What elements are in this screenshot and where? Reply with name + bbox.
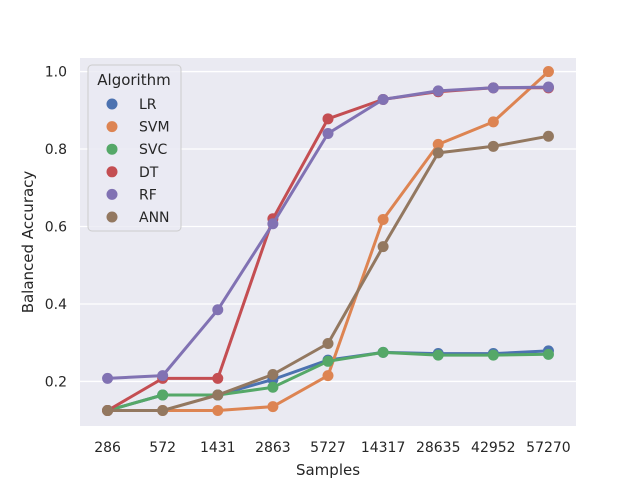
- data-point: [542, 130, 554, 142]
- data-point: [212, 372, 224, 384]
- legend-marker-rf: [106, 188, 118, 200]
- data-point: [377, 214, 389, 226]
- x-tick-label: 14317: [361, 440, 406, 456]
- data-point: [212, 405, 224, 417]
- data-point: [432, 138, 444, 150]
- data-point: [377, 346, 389, 358]
- x-tick-label: 1431: [200, 440, 236, 456]
- series-layer: [102, 66, 554, 417]
- y-tick-label: 0.4: [45, 297, 67, 313]
- data-point: [432, 85, 444, 97]
- x-tick-label: 286: [94, 440, 121, 456]
- data-point: [377, 241, 389, 253]
- data-point: [157, 405, 169, 417]
- legend-label-svc: SVC: [139, 142, 167, 158]
- legend-title: Algorithm: [97, 71, 170, 89]
- y-tick-label: 0.8: [45, 142, 67, 158]
- data-point: [322, 355, 334, 367]
- data-point: [212, 304, 224, 316]
- data-point: [267, 218, 279, 230]
- data-point: [102, 405, 114, 417]
- data-point: [267, 381, 279, 393]
- data-point: [542, 348, 554, 360]
- x-tick-label: 28635: [416, 440, 461, 456]
- x-tick-label: 5727: [310, 440, 346, 456]
- y-tick-labels: 0.2 0.4 0.6 0.8 1.0: [45, 65, 67, 391]
- legend-label-lr: LR: [139, 97, 157, 113]
- data-point: [157, 370, 169, 382]
- legend-marker-svm: [106, 121, 118, 133]
- x-axis-title: Samples: [296, 461, 360, 479]
- data-point: [157, 389, 169, 401]
- legend-label-ann: ANN: [139, 210, 170, 226]
- data-point: [322, 113, 334, 125]
- legend-label-rf: RF: [139, 187, 157, 203]
- data-point: [322, 370, 334, 382]
- data-point: [487, 140, 499, 152]
- data-point: [322, 337, 334, 349]
- data-point: [432, 349, 444, 361]
- x-tick-label: 42952: [471, 440, 516, 456]
- legend-marker-svc: [106, 143, 118, 155]
- data-point: [542, 81, 554, 93]
- legend-label-svm: SVM: [139, 120, 170, 136]
- legend: Algorithm LR SVM SVC DT RF ANN: [87, 64, 182, 232]
- legend-marker-ann: [106, 211, 118, 223]
- y-axis-title: Balanced Accuracy: [19, 171, 37, 314]
- series-rf: [102, 81, 554, 384]
- data-point: [487, 349, 499, 361]
- data-point: [267, 401, 279, 413]
- data-point: [487, 116, 499, 128]
- y-tick-label: 0.6: [45, 220, 67, 236]
- y-tick-label: 1.0: [45, 65, 67, 81]
- x-tick-label: 57270: [526, 440, 571, 456]
- x-tick-labels: 286 572 1431 2863 5727 14317 28635 42952 57270: [94, 440, 571, 456]
- legend-marker-lr: [106, 98, 118, 110]
- data-point: [212, 389, 224, 401]
- data-point: [102, 372, 114, 384]
- series-ann: [102, 130, 554, 417]
- legend-label-dt: DT: [139, 165, 159, 181]
- data-point: [487, 82, 499, 94]
- x-tick-label: 572: [149, 440, 176, 456]
- data-point: [267, 368, 279, 380]
- data-point: [542, 66, 554, 78]
- data-point: [432, 147, 444, 159]
- x-tick-label: 2863: [255, 440, 291, 456]
- data-point: [377, 93, 389, 105]
- data-point: [322, 128, 334, 140]
- y-tick-label: 0.2: [45, 374, 67, 390]
- legend-marker-dt: [106, 166, 118, 178]
